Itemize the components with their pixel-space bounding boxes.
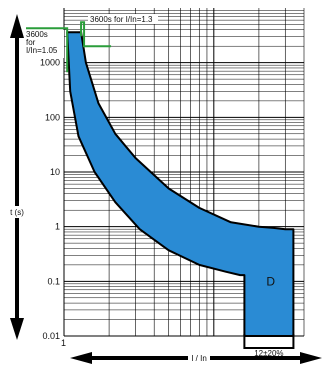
lower-limit-annotation-line1: 3600s [26,30,48,39]
upper-limit-annotation: 3600s for I/In=1.3 [90,15,153,24]
axes: t (s) I / In [5,14,322,364]
y-tick-label: 1 [55,222,60,232]
y-tick-label: 100 [45,112,60,122]
upper-limit-text-bg [88,14,158,24]
trip-band: D [66,31,295,337]
trip-band-area [66,31,295,337]
y-tick-label: 1000 [40,58,60,68]
upper-limit-marker [80,21,112,48]
lower-limit-marker [26,27,69,73]
curve-label: D [266,274,275,288]
instantaneous-annotation: 12±20% [254,349,283,358]
y-axis-arrowhead-top [10,14,24,38]
y-axis-title: t (s) [10,208,24,217]
y-tick-label: 0.01 [42,331,60,341]
instantaneous-bracket [243,334,295,349]
y-tick-label: 0.1 [47,276,60,286]
lower-limit-annotation-line2: for [26,38,36,47]
x-axis-title-bg [188,352,210,364]
y-tick-label: 10 [50,167,60,177]
x-axis-arrowhead-left [70,352,92,364]
y-axis-title-bg [5,206,29,218]
lower-limit-text-bg [24,30,64,58]
x-axis-arrowhead-right [300,352,322,364]
x-tick-label: 1 [61,338,66,348]
lower-limit-annotation-line3: I/In=1.05 [26,46,58,55]
x-axis-title: I / In [191,354,207,363]
y-axis-arrowhead-bottom [10,318,24,340]
